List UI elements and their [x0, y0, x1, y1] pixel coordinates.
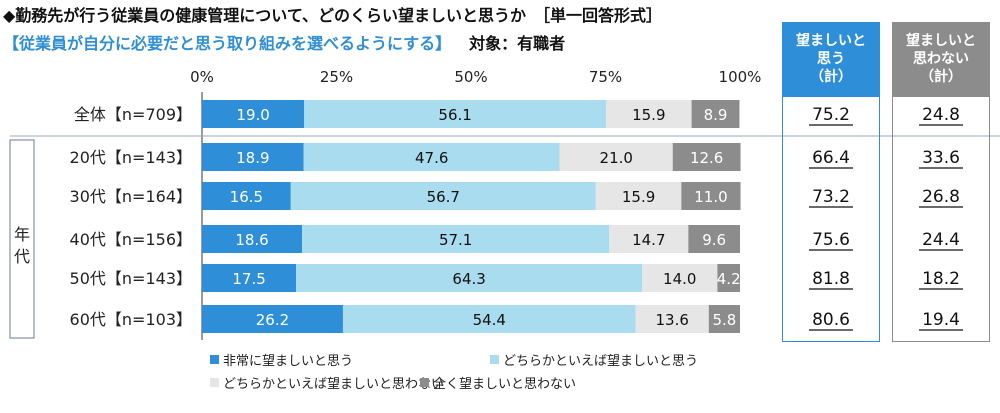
- data-label: 5.8: [712, 311, 736, 329]
- summary-column-desirable: [782, 96, 880, 342]
- summary-value: 66.4: [812, 148, 850, 168]
- data-label: 18.6: [235, 231, 268, 249]
- bar-segment: [717, 264, 740, 292]
- legend-item-1: 非常に望ましいと思う: [210, 350, 353, 369]
- summary-header-undesirable: 望ましいと 思わない （計）: [892, 22, 990, 96]
- legend-swatch-4: [420, 378, 429, 387]
- data-label: 14.0: [663, 270, 696, 288]
- data-label: 15.9: [632, 106, 665, 124]
- data-label: 56.1: [438, 106, 471, 124]
- bar-segment: [304, 100, 607, 128]
- data-label: 8.9: [704, 106, 728, 124]
- bar-segment: [688, 225, 740, 253]
- data-label: 21.0: [600, 149, 633, 167]
- data-label: 13.6: [656, 311, 689, 329]
- bar-segment: [202, 182, 291, 210]
- summary-value: 81.8: [812, 269, 850, 289]
- legend-label-1: 非常に望ましいと思う: [223, 354, 354, 369]
- summary-value: 75.2: [812, 105, 850, 125]
- data-label: 54.4: [473, 311, 506, 329]
- legend-item-2: どちらかといえば望ましいと思う: [490, 350, 698, 369]
- bar-segment: [635, 305, 709, 333]
- data-label: 47.6: [415, 149, 448, 167]
- category-label: 50代【n=143】: [70, 269, 192, 288]
- chart-title: ◆勤務先が行う従業員の健康管理について、どのくらい望ましいと思うか ［単一回答形…: [3, 6, 663, 25]
- bar-segment: [202, 100, 305, 128]
- summary-value: 75.6: [812, 230, 850, 250]
- category-label: 30代【n=164】: [70, 187, 192, 206]
- category-label: 20代【n=143】: [70, 148, 192, 167]
- summary-value: 33.6: [922, 148, 960, 168]
- bar-segment: [609, 225, 689, 253]
- data-label: 17.5: [232, 270, 265, 288]
- x-tick-label: 0%: [190, 68, 214, 86]
- subtitle-text: 【従業員が自分に必要だと思う取り組みを選べるようにする】: [3, 34, 452, 53]
- bar-segment: [606, 100, 692, 128]
- legend-swatch-2: [490, 355, 499, 364]
- bar-segment: [708, 305, 740, 333]
- age-group-label-1: 年: [14, 225, 30, 244]
- x-tick-label: 50%: [454, 68, 487, 86]
- x-tick-label: 100%: [719, 68, 762, 86]
- data-label: 56.7: [427, 188, 460, 206]
- age-group-label-2: 代: [14, 247, 30, 266]
- data-label: 9.6: [702, 231, 726, 249]
- bar-segment: [691, 100, 740, 128]
- data-label: 14.7: [632, 231, 665, 249]
- legend-label-3: どちらかといえば望ましいと思わない: [223, 377, 445, 392]
- summary-value: 80.6: [812, 310, 850, 330]
- legend-item-4: 全く望ましいと思わない: [420, 373, 576, 392]
- bar-segment: [202, 305, 343, 333]
- data-label: 19.0: [236, 106, 269, 124]
- data-label: 16.5: [230, 188, 263, 206]
- bar-segment: [202, 143, 304, 171]
- x-tick-label: 25%: [320, 68, 353, 86]
- data-label: 12.6: [690, 149, 723, 167]
- data-label: 4.2: [717, 270, 741, 288]
- summary-value: 19.4: [922, 310, 960, 330]
- category-label: 全体【n=709】: [74, 105, 192, 124]
- bar-segment: [681, 182, 741, 210]
- summary-value: 73.2: [812, 187, 850, 207]
- bar-segment: [302, 225, 610, 253]
- legend-item-3: どちらかといえば望ましいと思わない: [210, 373, 444, 392]
- legend-label-4: 全く望ましいと思わない: [433, 377, 577, 392]
- data-label: 57.1: [439, 231, 472, 249]
- target-text: 対象：有職者: [469, 34, 566, 53]
- bar-segment: [202, 225, 303, 253]
- bar-segment: [290, 182, 596, 210]
- summary-value: 24.8: [922, 105, 960, 125]
- category-label: 60代【n=103】: [70, 310, 192, 329]
- legend-swatch-3: [210, 378, 219, 387]
- bar-segment: [342, 305, 636, 333]
- data-label: 64.3: [452, 270, 485, 288]
- data-label: 18.9: [236, 149, 269, 167]
- x-tick-label: 75%: [589, 68, 622, 86]
- bar-segment: [595, 182, 682, 210]
- data-label: 15.9: [622, 188, 655, 206]
- summary-header-undesirable-label: 望ましいと 思わない （計）: [906, 33, 976, 85]
- bar-segment: [642, 264, 718, 292]
- legend-swatch-1: [210, 355, 219, 364]
- data-label: 11.0: [694, 188, 727, 206]
- age-group-bracket: [9, 139, 35, 339]
- summary-value: 26.8: [922, 187, 960, 207]
- data-label: 26.2: [256, 311, 289, 329]
- category-label: 40代【n=156】: [70, 230, 192, 249]
- summary-value: 24.4: [922, 230, 960, 250]
- summary-header-desirable-label: 望ましいと 思う （計）: [796, 33, 866, 85]
- bar-segment: [672, 143, 741, 171]
- chart-subtitle: 【従業員が自分に必要だと思う取り組みを選べるようにする】 対象：有職者: [3, 30, 565, 54]
- summary-column-undesirable: [892, 96, 990, 342]
- bar-segment: [296, 264, 643, 292]
- legend-label-2: どちらかといえば望ましいと思う: [503, 354, 699, 369]
- summary-value: 18.2: [922, 269, 960, 289]
- summary-header-desirable: 望ましいと 思う （計）: [782, 22, 880, 96]
- bar-segment: [202, 264, 297, 292]
- bar-segment: [303, 143, 560, 171]
- bar-segment: [559, 143, 673, 171]
